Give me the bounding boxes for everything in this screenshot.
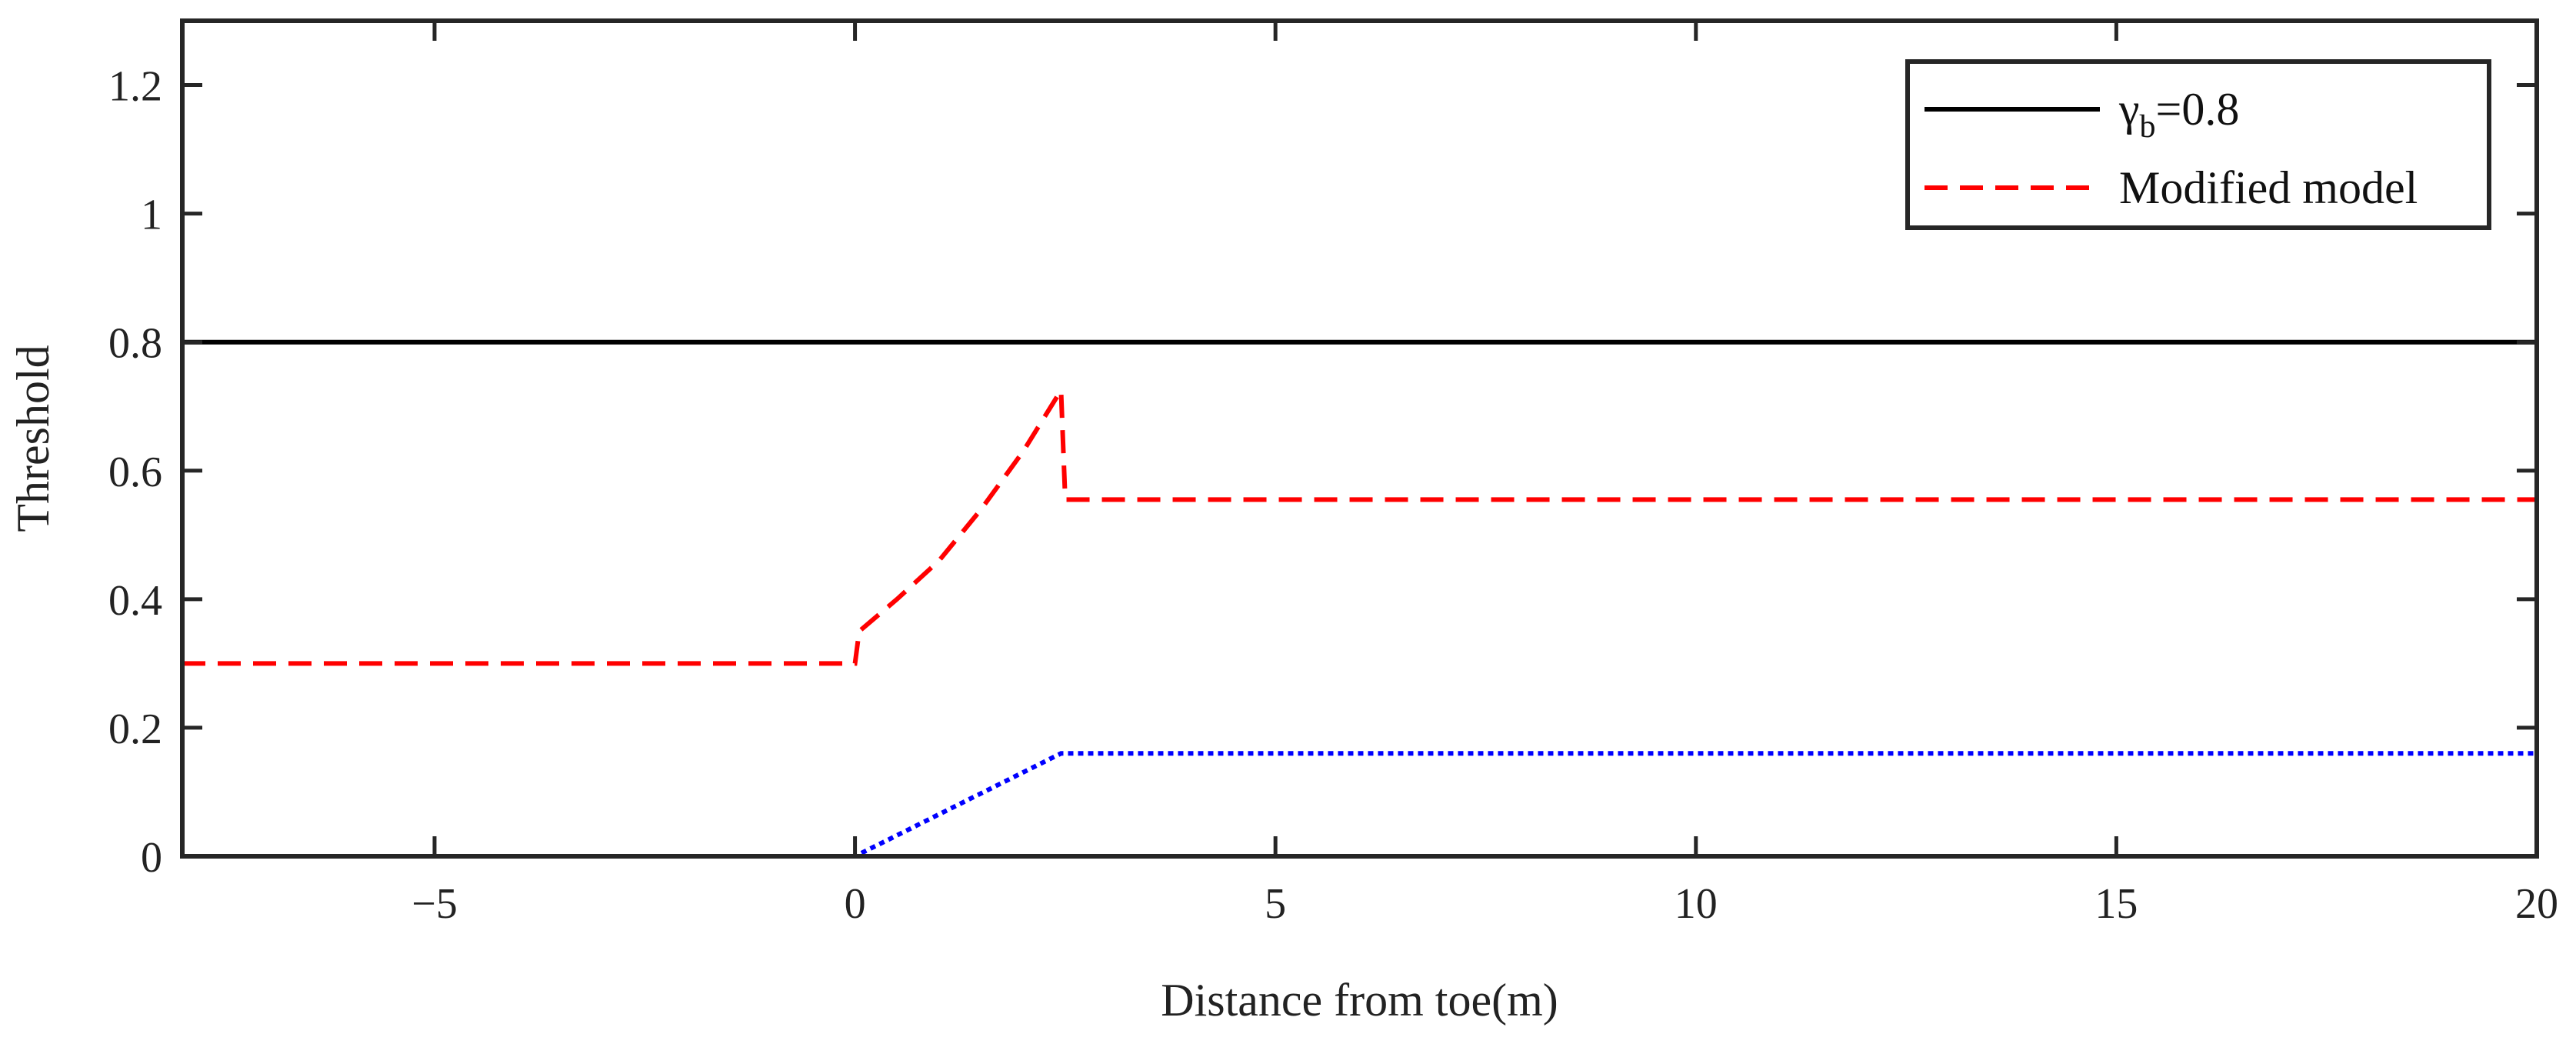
y-tick-label: 0.2: [108, 705, 162, 753]
legend-label: γb=0.8: [2118, 84, 2239, 145]
series-line-2: [182, 382, 2537, 666]
x-tick-label: 0: [845, 880, 866, 928]
legend-box: [1905, 59, 2491, 230]
x-axis-title: Distance from toe(m): [1161, 975, 1558, 1026]
y-axis-title: Threshold: [8, 345, 58, 532]
x-tick-label: 20: [2515, 880, 2558, 928]
legend: γb=0.8 Modified model: [1905, 59, 2491, 230]
plot-area: [182, 339, 2537, 856]
x-tick-label: 15: [2094, 880, 2138, 928]
y-tick-label: 0: [141, 834, 162, 882]
x-tick-label: 5: [1265, 880, 1286, 928]
y-tick-label: 1.2: [108, 63, 162, 111]
legend-label: Modified model: [2119, 162, 2418, 213]
x-tick-label: 10: [1675, 880, 1718, 928]
y-tick-label: 1: [141, 192, 162, 239]
series-line-3: [182, 751, 2537, 856]
y-tick-label: 0.8: [108, 320, 162, 368]
axes: −5 0 5 10 15 20 0 0.2 0.4 0.6 0.8 1 1.2: [108, 18, 2558, 928]
x-tick-label: −5: [412, 880, 458, 928]
y-tick-label: 0.6: [108, 449, 162, 496]
y-tick-label: 0.4: [108, 577, 162, 625]
plot-frame: [180, 18, 2539, 859]
